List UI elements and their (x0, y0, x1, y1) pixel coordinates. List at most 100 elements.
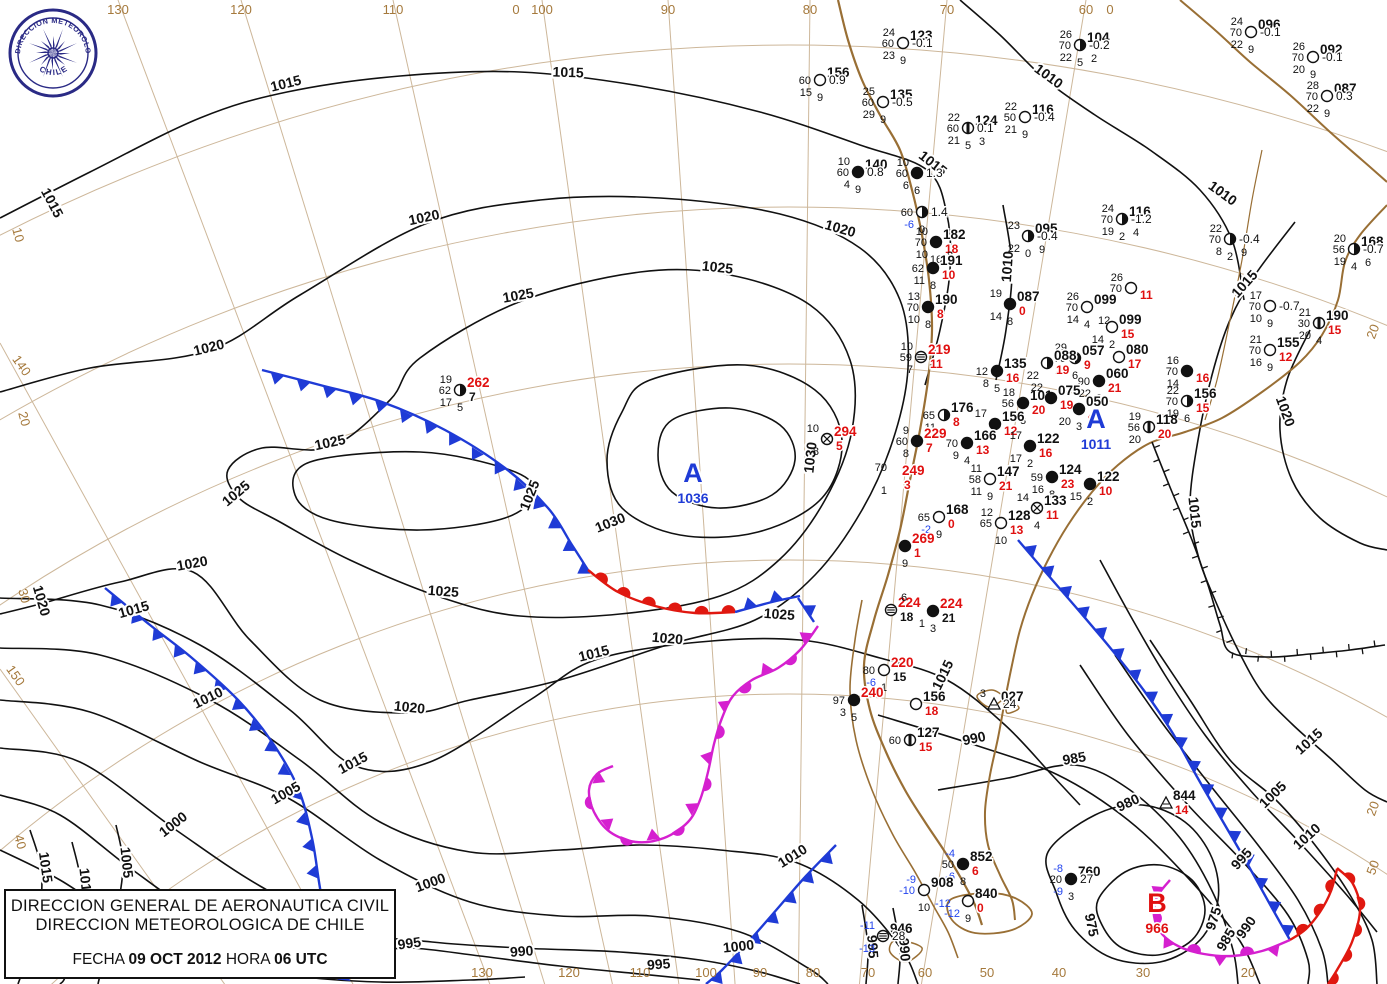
station-value: 0 (1019, 304, 1026, 318)
station-value: 2 (1109, 339, 1115, 351)
grid-label: 130 (107, 2, 129, 17)
station-value: 20 (1059, 416, 1071, 428)
grid-label: 20 (1363, 322, 1382, 341)
station-value: 050 (1086, 394, 1109, 409)
isobar-line (1095, 863, 1206, 957)
station-value: 088 (1054, 348, 1077, 363)
station-value: 70 (915, 237, 927, 249)
coastline-layer (836, 0, 1387, 963)
trough-layer (1151, 441, 1386, 662)
station-value: 1 (914, 546, 921, 560)
station-value: -10 (899, 885, 915, 897)
station-value: 20 (1050, 874, 1062, 886)
station-value: 844 (1173, 788, 1196, 803)
station-value: 168 (1361, 234, 1384, 249)
station-value: 10 (916, 249, 928, 261)
chart-datetime: FECHA 09 OCT 2012 HORA 06 UTC (10, 951, 390, 969)
station-value: 2 (941, 427, 947, 439)
station-value: -0.1 (1322, 50, 1343, 64)
station-value: 5 (965, 140, 971, 152)
grid-label: 50 (1363, 858, 1382, 877)
station-value: 60 (889, 735, 901, 747)
station-value: 0.9 (829, 73, 846, 87)
station-value: 70 (1249, 301, 1261, 313)
org-line-2: DIRECCION METEOROLOGICA DE CHILE (35, 916, 365, 934)
station-value: 156 (827, 65, 850, 80)
station-value: 15 (919, 740, 933, 754)
isobar-label: 1005 (1256, 778, 1290, 811)
station-value: 65 (980, 518, 992, 530)
station-value: 8 (1049, 489, 1055, 501)
org-line-1: DIRECCION GENERAL DE AERONAUTICA CIVIL (10, 897, 390, 915)
station-value: 191 (940, 253, 963, 268)
station-value: 16 (1032, 484, 1044, 496)
station-value: 14 (1067, 314, 1079, 326)
trough-line (1151, 441, 1386, 658)
station-value: 8 (937, 307, 944, 321)
isobar-line (1079, 664, 1311, 984)
coastline (888, 939, 923, 963)
station-value: 0.8 (867, 165, 884, 179)
station-value: 9 (880, 114, 886, 126)
isobar-label: 1025 (701, 257, 734, 276)
isobar-line (0, 195, 910, 714)
station-value: 4 (1133, 227, 1139, 239)
station-value: 249 (902, 463, 925, 478)
station-value: 135 (890, 87, 913, 102)
coastline (1005, 700, 1020, 714)
isobar-line (606, 363, 843, 539)
coastline (1204, 149, 1263, 421)
station-value: 21 (1299, 307, 1311, 319)
station-value: -9 (906, 874, 916, 886)
station-value: 0 (977, 901, 984, 915)
station-value: 122 (1097, 469, 1120, 484)
station-value: 70 (875, 462, 887, 474)
station-value: 294 (834, 424, 857, 439)
station-value: 087 (1017, 289, 1040, 304)
station-value: -4 (945, 848, 955, 860)
station-value: 224 (898, 595, 921, 610)
isobar-label: 995 (646, 955, 671, 973)
station-value: 27 (1080, 872, 1094, 886)
warm-front (587, 569, 736, 615)
station-value: 240 (861, 685, 884, 700)
station-value: 24 (1003, 697, 1017, 711)
station-value: -0.4 (1239, 232, 1260, 246)
station-value: 16 (1039, 446, 1053, 460)
cold-front (734, 594, 801, 614)
station-value: 20 (1334, 233, 1346, 245)
station-value: -6 (866, 677, 876, 689)
station-value: 62 (912, 263, 924, 275)
station-value: 24 (1231, 16, 1243, 28)
station-value: 147 (997, 464, 1020, 479)
station-value: 62 (439, 385, 451, 397)
station-value: 17 (1010, 453, 1022, 465)
station-value: 14 (1017, 492, 1029, 504)
station-value: 1 (881, 485, 887, 497)
station-value: 229 (924, 426, 947, 441)
station-value: 22 (1008, 243, 1020, 255)
hora-label: HORA (225, 951, 270, 968)
station-value: 9 (936, 529, 942, 541)
station-value: 6 (901, 592, 907, 604)
station-value: 19 (1129, 411, 1141, 423)
station-value: 22 (1167, 385, 1179, 397)
station-value: 17 (1128, 357, 1142, 371)
station-value: 220 (891, 655, 914, 670)
